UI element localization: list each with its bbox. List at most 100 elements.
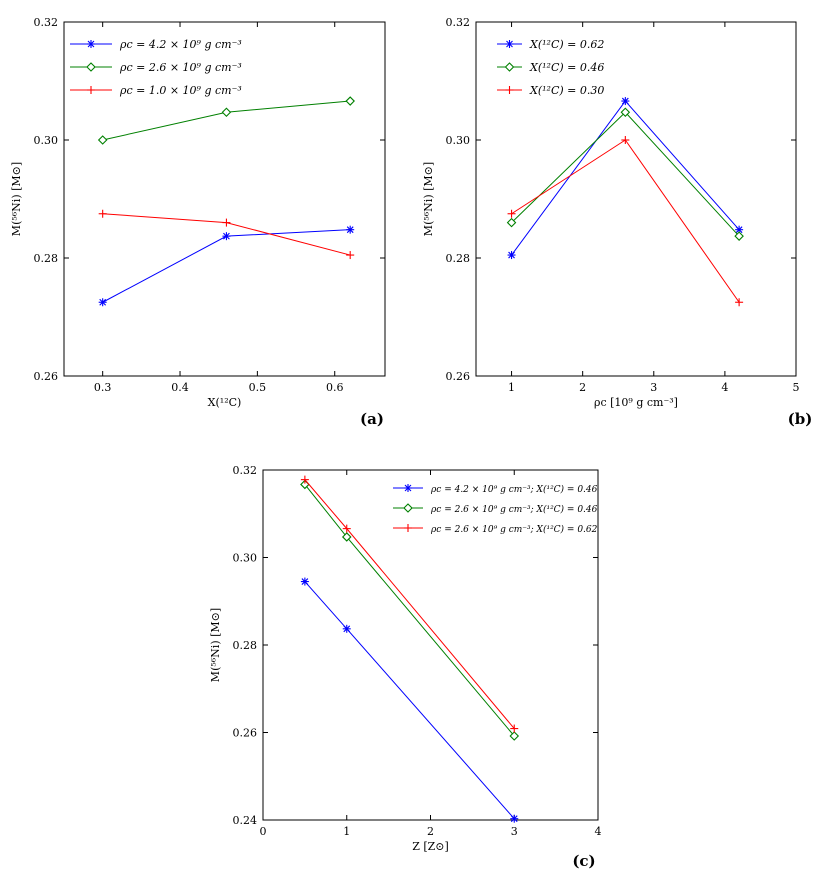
- data-point: [98, 209, 107, 218]
- series-line: [511, 139, 740, 303]
- y-tick-label: 0.24: [233, 814, 258, 827]
- legend: X(¹²C) = 0.62 X(¹²C) = 0.46 X(¹²C) = 0.30: [497, 38, 604, 97]
- x-tick-label: 5: [793, 381, 800, 394]
- legend-entry: X(¹²C) = 0.62: [529, 38, 604, 51]
- data-point: [222, 232, 231, 241]
- data-point: [510, 724, 519, 733]
- x-axis-label: X(¹²C): [208, 396, 242, 409]
- x-tick-label: 0.5: [249, 381, 267, 394]
- series-green: [300, 479, 520, 741]
- y-axis-label: M(⁵⁶Ni) [M⊙]: [209, 608, 222, 682]
- y-tick-label: 0.30: [233, 552, 258, 565]
- plot-frame: [63, 21, 386, 377]
- legend-marker: [87, 40, 95, 48]
- data-point: [621, 97, 630, 106]
- series-green: [97, 96, 355, 145]
- legend-marker: [505, 40, 514, 48]
- x-tick-label: 3: [650, 381, 657, 394]
- panel-label: (b): [788, 410, 813, 428]
- legend-marker: [403, 503, 413, 513]
- x-tick-label: 0.6: [326, 381, 344, 394]
- data-point: [341, 532, 352, 542]
- data-point: [510, 814, 519, 823]
- y-tick-label: 0.26: [34, 370, 59, 383]
- x-tick-label: 1: [508, 381, 515, 394]
- y-axis-label: M(⁵⁶Ni) [M⊙]: [10, 162, 23, 236]
- data-point: [222, 218, 231, 227]
- legend-entry: X(¹²C) = 0.46: [529, 61, 604, 74]
- data-point: [345, 96, 355, 106]
- series-line: [304, 484, 515, 737]
- panel-b: 1 2 3 4 5 0.26 0.28 0.30 0.32 ρc [10⁹ g cm⁻³] M(⁵⁶…: [422, 16, 812, 428]
- series-red: [98, 209, 355, 260]
- y-tick-label: 0.28: [34, 252, 59, 265]
- data-point: [620, 107, 631, 118]
- legend-marker: [404, 484, 412, 492]
- series-blue: [507, 97, 744, 260]
- data-point: [221, 107, 232, 118]
- data-point: [346, 225, 355, 234]
- x-axis-label: Z [Z⊙]: [412, 840, 449, 853]
- x-tick-label: 1: [343, 825, 350, 838]
- data-point: [509, 731, 520, 741]
- y-tick-label: 0.30: [446, 134, 471, 147]
- data-point: [300, 577, 309, 586]
- legend-entry: ρc = 1.0 × 10⁹ g cm⁻³: [119, 84, 242, 97]
- legend-marker: [404, 524, 412, 532]
- series-line: [304, 581, 515, 820]
- legend: ρc = 4.2 × 10⁹ g cm⁻³ ρc = 2.6 × 10⁹ g cm…: [70, 38, 242, 97]
- y-tick-label: 0.26: [446, 370, 471, 383]
- data-point: [97, 135, 108, 145]
- x-axis-label: ρc [10⁹ g cm⁻³]: [594, 396, 678, 409]
- data-point: [506, 217, 517, 228]
- x-tick-label: 2: [427, 825, 434, 838]
- plot-frame: [475, 21, 797, 377]
- data-point: [98, 298, 107, 307]
- y-tick-label: 0.28: [446, 252, 471, 265]
- y-tick-label: 0.28: [233, 639, 258, 652]
- x-tick-label: 4: [595, 825, 602, 838]
- y-tick-label: 0.26: [233, 727, 258, 740]
- data-point: [735, 298, 744, 307]
- panel-c: 0 1 2 3 4 0.24 0.26 0.28 0.30 0.32 Z [Z⊙] M(⁵⁶Ni) […: [209, 464, 602, 870]
- data-point: [342, 524, 351, 533]
- series-blue: [300, 577, 519, 823]
- series-green: [506, 107, 744, 241]
- y-tick-label: 0.30: [34, 134, 59, 147]
- x-tick-label: 0: [260, 825, 267, 838]
- series-red: [300, 475, 519, 733]
- legend-entry: ρc = 4.2 × 10⁹ g cm⁻³; X(¹²C) = 0.46: [430, 484, 598, 495]
- legend-marker: [505, 86, 514, 94]
- x-tick-label: 2: [579, 381, 586, 394]
- data-point: [342, 624, 351, 633]
- legend-marker: [504, 62, 515, 72]
- legend-entry: ρc = 4.2 × 10⁹ g cm⁻³: [119, 38, 242, 51]
- y-tick-label: 0.32: [34, 16, 59, 29]
- plot-frame: [262, 469, 599, 821]
- y-axis-label: M(⁵⁶Ni) [M⊙]: [422, 162, 435, 236]
- x-tick-label: 4: [721, 381, 728, 394]
- legend-entry: X(¹²C) = 0.30: [529, 84, 604, 97]
- data-point: [507, 251, 516, 260]
- data-point: [346, 251, 355, 260]
- series-line: [102, 100, 351, 141]
- x-tick-label: 3: [511, 825, 518, 838]
- panel-label: (c): [572, 852, 595, 870]
- legend-entry: ρc = 2.6 × 10⁹ g cm⁻³; X(¹²C) = 0.62: [430, 524, 598, 535]
- legend-entry: ρc = 2.6 × 10⁹ g cm⁻³: [119, 61, 242, 74]
- y-tick-label: 0.32: [446, 16, 471, 29]
- y-tick-label: 0.32: [233, 464, 258, 477]
- data-point: [734, 231, 744, 241]
- legend-marker: [86, 62, 96, 72]
- data-point: [300, 475, 309, 484]
- legend-entry: ρc = 2.6 × 10⁹ g cm⁻³; X(¹²C) = 0.46: [430, 504, 598, 515]
- series-line: [304, 479, 515, 729]
- panel-a: 0.3 0.4 0.5 0.6 0.26 0.28 0.30 0.32 X(¹²C) M(⁵⁶Ni…: [10, 16, 386, 428]
- legend-marker: [87, 86, 95, 94]
- series-red: [507, 136, 744, 307]
- series-blue: [98, 225, 355, 307]
- series-line: [511, 111, 740, 237]
- series-line: [102, 229, 351, 303]
- data-point: [507, 209, 516, 218]
